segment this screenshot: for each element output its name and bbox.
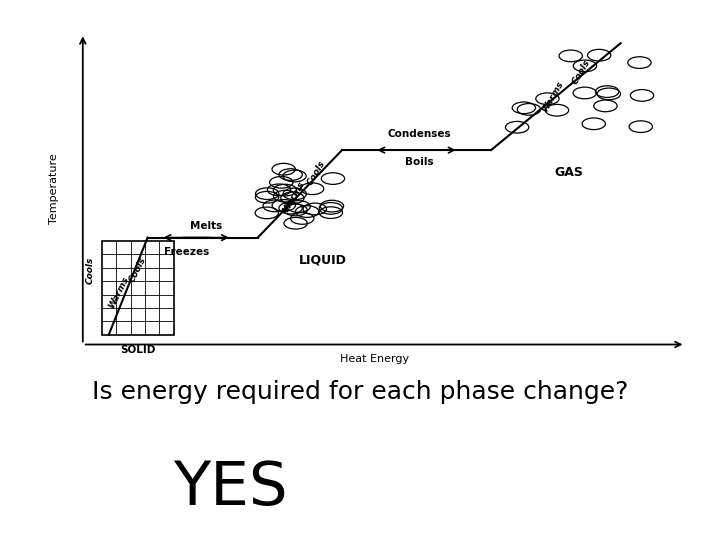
Text: Is energy required for each phase change?: Is energy required for each phase change… <box>92 380 628 404</box>
Text: Cools: Cools <box>86 256 95 284</box>
Text: YES: YES <box>173 459 288 518</box>
Text: Temperature: Temperature <box>49 153 58 225</box>
Text: Cools: Cools <box>571 58 593 86</box>
Text: Warms: Warms <box>281 180 306 214</box>
Text: Condenses: Condenses <box>388 129 451 139</box>
Text: SOLID: SOLID <box>120 345 156 355</box>
Text: LIQUID: LIQUID <box>299 254 346 267</box>
Bar <box>102 241 174 335</box>
Text: Heat Energy: Heat Energy <box>340 354 409 364</box>
Text: Melts: Melts <box>190 221 222 231</box>
Text: Warms: Warms <box>107 275 130 310</box>
Text: Cools: Cools <box>127 256 148 284</box>
Text: Freezes: Freezes <box>164 247 209 258</box>
Text: Cools: Cools <box>305 159 327 187</box>
Text: Warms: Warms <box>540 79 565 114</box>
Text: GAS: GAS <box>554 166 583 179</box>
Text: Boils: Boils <box>405 157 434 167</box>
